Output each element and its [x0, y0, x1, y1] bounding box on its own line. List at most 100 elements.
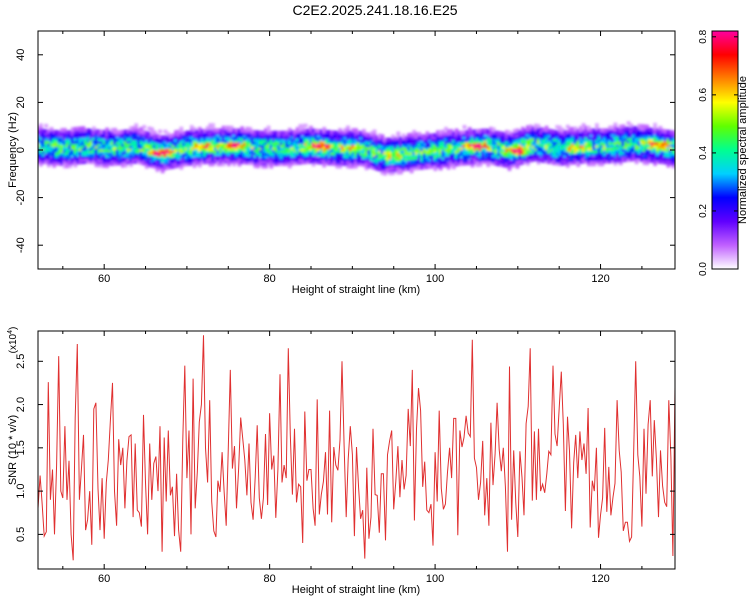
heatmap-cell — [346, 157, 350, 161]
heatmap-cell — [277, 154, 282, 159]
heatmap-cell — [367, 143, 372, 148]
heatmap-cell — [626, 131, 631, 136]
heatmap-cell — [182, 160, 186, 164]
heatmap-cell — [195, 158, 199, 163]
heatmap-cell — [372, 150, 377, 155]
heatmap-cell — [375, 143, 380, 148]
heatmap-cell — [232, 159, 237, 164]
heatmap-cell — [438, 132, 443, 137]
heatmap-cell — [166, 142, 170, 147]
heatmap-cell — [346, 159, 350, 164]
heatmap-cell — [49, 129, 54, 134]
heatmap-cell — [309, 131, 313, 135]
heatmap-cell — [555, 133, 560, 137]
heatmap-cell — [150, 130, 154, 134]
heatmap-cell — [330, 133, 334, 137]
heatmap-cell — [671, 133, 675, 137]
heatmap-cell — [430, 157, 435, 161]
heatmap-cell — [65, 135, 70, 140]
heatmap-cell — [325, 158, 329, 163]
heatmap-cell — [70, 137, 75, 142]
heatmap-cell — [457, 149, 462, 153]
heatmap-cell — [184, 154, 189, 159]
heatmap-cell — [346, 151, 350, 156]
heatmap-cell — [597, 159, 602, 164]
heatmap-cell — [547, 141, 552, 146]
heatmap-cell — [523, 160, 528, 164]
heatmap-cell — [621, 145, 626, 150]
heatmap-cell — [454, 154, 459, 159]
heatmap-cell — [121, 140, 125, 145]
heatmap-cell — [428, 138, 432, 143]
heatmap-cell — [391, 150, 395, 155]
heatmap-cell — [311, 131, 316, 135]
heatmap-cell — [76, 132, 80, 136]
heatmap-cell — [205, 155, 210, 159]
heatmap-cell — [229, 141, 234, 146]
heatmap-cell — [314, 128, 319, 133]
heatmap-cell — [142, 156, 147, 161]
heatmap-cell — [256, 146, 260, 150]
heatmap-cell — [655, 141, 660, 146]
heatmap-cell — [518, 140, 522, 145]
heatmap-cell — [489, 126, 493, 131]
heatmap-cell — [589, 152, 594, 156]
heatmap-cell — [129, 160, 133, 165]
heatmap-cell — [113, 154, 117, 158]
heatmap-cell — [346, 138, 350, 143]
heatmap-cell — [290, 140, 295, 145]
heatmap-cell — [200, 131, 205, 136]
heatmap-cell — [348, 133, 353, 138]
heatmap-cell — [213, 128, 218, 133]
heatmap-cell — [380, 152, 385, 157]
heatmap-cell — [322, 153, 327, 157]
heatmap-cell — [49, 148, 54, 152]
heatmap-cell — [438, 156, 443, 160]
heatmap-cell — [301, 137, 305, 141]
heatmap-cell — [409, 151, 414, 155]
heatmap-cell — [555, 125, 560, 129]
heatmap-cell — [163, 137, 168, 142]
heatmap-cell — [422, 163, 427, 167]
heatmap-cell — [309, 141, 313, 146]
heatmap-cell — [195, 140, 199, 145]
heatmap-cell — [343, 159, 348, 164]
heatmap-cell — [78, 139, 83, 144]
heatmap-cell — [610, 146, 615, 151]
heatmap-cell — [354, 133, 358, 138]
heatmap-cell — [637, 147, 642, 152]
heatmap-cell — [152, 136, 157, 140]
heatmap-cell — [298, 153, 303, 157]
heatmap-cell — [637, 150, 642, 154]
heatmap-cell — [568, 137, 573, 142]
heatmap-cell — [163, 135, 168, 139]
heatmap-cell — [84, 160, 88, 164]
heatmap-cell — [54, 130, 59, 134]
heatmap-cell — [269, 130, 274, 135]
heatmap-cell — [282, 149, 287, 153]
heatmap-cell — [65, 143, 70, 148]
heatmap-cell — [113, 146, 117, 151]
heatmap-cell — [303, 136, 308, 141]
heatmap-cell — [279, 162, 284, 166]
heatmap-cell — [248, 145, 252, 150]
heatmap-cell — [473, 150, 477, 155]
heatmap-cell — [137, 136, 141, 141]
heatmap-cell — [269, 162, 274, 166]
heatmap-cell — [57, 143, 62, 148]
heatmap-cell — [571, 158, 575, 163]
heatmap-cell — [444, 163, 448, 168]
heatmap-cell — [663, 150, 668, 155]
heatmap-cell — [457, 159, 462, 164]
heatmap-cell — [576, 129, 581, 133]
snr-xlabel: Height of straight line (km) — [292, 584, 420, 596]
heatmap-cell — [139, 132, 144, 136]
heatmap-cell — [293, 161, 297, 166]
heatmap-cell — [332, 149, 337, 153]
heatmap-cell — [200, 152, 205, 157]
heatmap-cell — [536, 134, 541, 139]
heatmap-cell — [523, 131, 528, 136]
heatmap-cell — [666, 135, 671, 139]
heatmap-cell — [417, 134, 422, 139]
